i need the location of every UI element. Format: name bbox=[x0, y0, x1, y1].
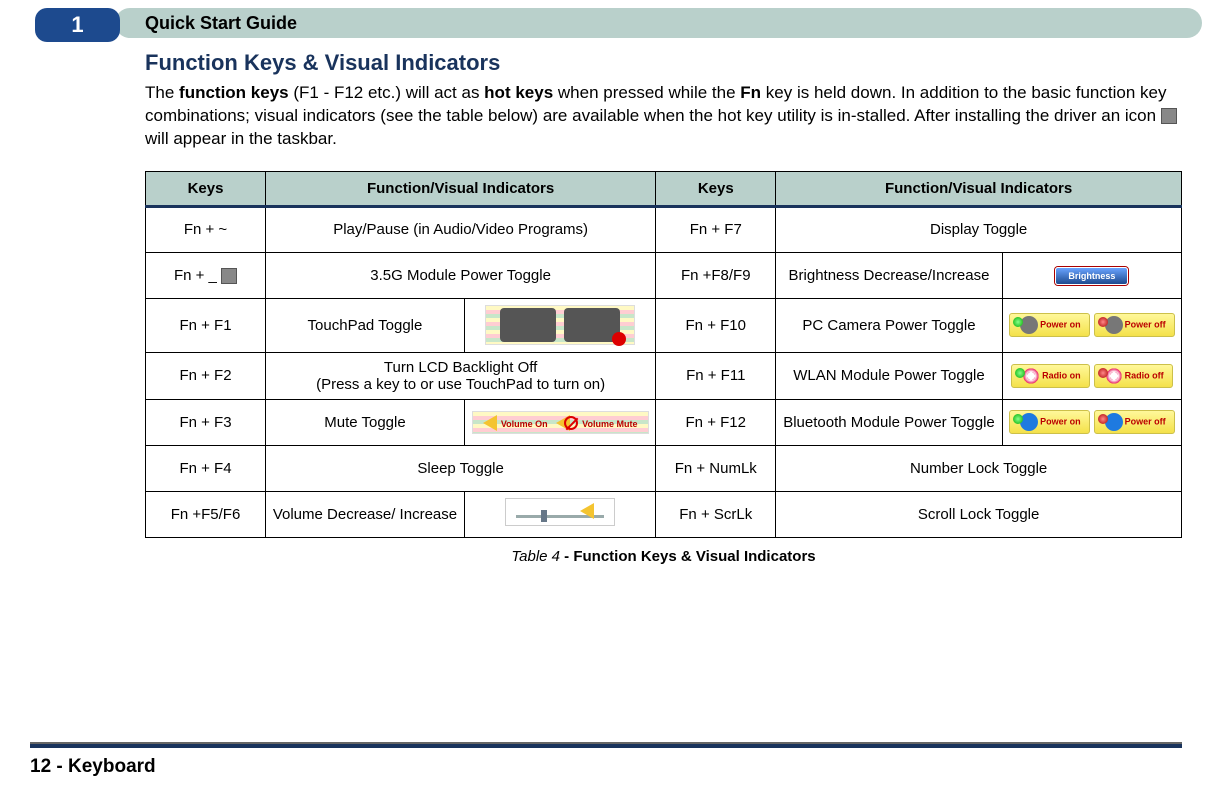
intro-bold3: Fn bbox=[740, 83, 761, 102]
page-header: 1 Quick Start Guide bbox=[0, 8, 1212, 42]
cell-keys: Fn + F12 bbox=[656, 399, 776, 445]
caption-label: Table 4 bbox=[511, 548, 560, 565]
cell-func: Bluetooth Module Power Toggle bbox=[776, 399, 1002, 445]
chapter-number: 1 bbox=[35, 8, 120, 42]
cell-func: WLAN Module Power Toggle bbox=[776, 352, 1002, 399]
content-area: Function Keys & Visual Indicators The fu… bbox=[0, 42, 1212, 565]
cell-keys: Fn + F2 bbox=[146, 352, 266, 399]
section-title: Function Keys & Visual Indicators bbox=[145, 50, 1182, 76]
intro-paragraph: The function keys (F1 - F12 etc.) will a… bbox=[145, 82, 1182, 151]
pill-label: Power off bbox=[1125, 417, 1166, 427]
cell-func: Brightness Decrease/Increase bbox=[776, 252, 1002, 298]
cell-func: Turn LCD Backlight Off (Press a key to o… bbox=[266, 352, 656, 399]
table-row: Fn + F2 Turn LCD Backlight Off (Press a … bbox=[146, 352, 1182, 399]
pill-label: Power on bbox=[1040, 320, 1081, 330]
wlan-indicator: Radio on Radio off bbox=[1011, 364, 1173, 388]
intro-bold2: hot keys bbox=[484, 83, 553, 102]
volume-on-icon: Volume On bbox=[483, 414, 548, 431]
cell-indicator: Power on Power off bbox=[1002, 298, 1181, 352]
table-row: Fn +F5/F6 Volume Decrease/ Increase Fn +… bbox=[146, 491, 1182, 537]
touchpad-on-icon bbox=[500, 308, 556, 342]
cell-keys: Fn + ~ bbox=[146, 206, 266, 252]
mute-indicator: Volume On Volume Mute bbox=[472, 411, 649, 434]
cell-func: Scroll Lock Toggle bbox=[776, 491, 1182, 537]
touchpad-indicator bbox=[485, 305, 635, 345]
function-keys-table: Keys Function/Visual Indicators Keys Fun… bbox=[145, 171, 1182, 538]
bt-on-pill: Power on bbox=[1009, 410, 1090, 434]
pill-label: Volume Mute bbox=[582, 419, 637, 429]
table-row: Fn + _ 3.5G Module Power Toggle Fn +F8/F… bbox=[146, 252, 1182, 298]
cell-keys: Fn +F5/F6 bbox=[146, 491, 266, 537]
cell-func: Volume Decrease/ Increase bbox=[266, 491, 465, 537]
header-pill: Quick Start Guide bbox=[115, 8, 1202, 38]
taskbar-icon bbox=[1161, 108, 1177, 124]
footer-rule bbox=[30, 742, 1182, 748]
th-func1: Function/Visual Indicators bbox=[266, 171, 656, 206]
cell-keys: Fn + F11 bbox=[656, 352, 776, 399]
cell-keys: Fn + F4 bbox=[146, 445, 266, 491]
bt-off-pill: Power off bbox=[1094, 410, 1175, 434]
pill-label: Power off bbox=[1125, 320, 1166, 330]
volume-slider-indicator bbox=[505, 498, 615, 526]
cell-indicator: Volume On Volume Mute bbox=[464, 399, 655, 445]
pill-label: Volume On bbox=[501, 419, 548, 429]
cell-keys: Fn + F1 bbox=[146, 298, 266, 352]
bluetooth-indicator: Power on Power off bbox=[1009, 410, 1175, 434]
pill-label: Radio on bbox=[1042, 370, 1081, 380]
intro-text: will appear in the taskbar. bbox=[145, 129, 337, 148]
intro-bold1: function keys bbox=[179, 83, 289, 102]
cell-indicator: Brightness bbox=[1002, 252, 1181, 298]
th-func2: Function/Visual Indicators bbox=[776, 171, 1182, 206]
table-caption: Table 4 - Function Keys & Visual Indicat… bbox=[145, 548, 1182, 565]
th-keys2: Keys bbox=[656, 171, 776, 206]
cell-func: Sleep Toggle bbox=[266, 445, 656, 491]
table-header-row: Keys Function/Visual Indicators Keys Fun… bbox=[146, 171, 1182, 206]
cell-keys: Fn + F10 bbox=[656, 298, 776, 352]
footer-text: 12 - Keyboard bbox=[30, 756, 156, 778]
cell-keys: Fn + NumLk bbox=[656, 445, 776, 491]
cell-func: Display Toggle bbox=[776, 206, 1182, 252]
caption-rest: - Function Keys & Visual Indicators bbox=[560, 548, 816, 565]
pill-label: Radio off bbox=[1125, 370, 1164, 380]
pill-label: Power on bbox=[1040, 417, 1081, 427]
cell-keys: Fn + F7 bbox=[656, 206, 776, 252]
th-keys1: Keys bbox=[146, 171, 266, 206]
cell-func: 3.5G Module Power Toggle bbox=[266, 252, 656, 298]
cell-indicator: Radio on Radio off bbox=[1002, 352, 1181, 399]
cell-text: Fn + _ bbox=[174, 267, 221, 284]
cell-func: TouchPad Toggle bbox=[266, 298, 465, 352]
power-on-pill: Power on bbox=[1009, 313, 1090, 337]
table-row: Fn + ~ Play/Pause (in Audio/Video Progra… bbox=[146, 206, 1182, 252]
intro-text: when pressed while the bbox=[553, 83, 740, 102]
table-row: Fn + F1 TouchPad Toggle Fn + F10 PC Came… bbox=[146, 298, 1182, 352]
cell-keys: Fn + F3 bbox=[146, 399, 266, 445]
touchpad-off-icon bbox=[564, 308, 620, 342]
volume-mute-icon: Volume Mute bbox=[556, 414, 638, 431]
cell-func: PC Camera Power Toggle bbox=[776, 298, 1002, 352]
table-row: Fn + F3 Mute Toggle Volume On Volume Mut… bbox=[146, 399, 1182, 445]
table-row: Fn + F4 Sleep Toggle Fn + NumLk Number L… bbox=[146, 445, 1182, 491]
radio-off-pill: Radio off bbox=[1094, 364, 1173, 388]
brightness-indicator: Brightness bbox=[1055, 267, 1128, 285]
cell-keys: Fn +F8/F9 bbox=[656, 252, 776, 298]
cell-indicator bbox=[464, 298, 655, 352]
intro-text: (F1 - F12 etc.) will act as bbox=[289, 83, 485, 102]
power-off-pill: Power off bbox=[1094, 313, 1175, 337]
camera-indicator: Power on Power off bbox=[1009, 313, 1175, 337]
cell-indicator bbox=[464, 491, 655, 537]
cell-func: Number Lock Toggle bbox=[776, 445, 1182, 491]
radio-on-pill: Radio on bbox=[1011, 364, 1090, 388]
cell-keys: Fn + _ bbox=[146, 252, 266, 298]
header-title: Quick Start Guide bbox=[145, 13, 297, 34]
cell-keys: Fn + ScrLk bbox=[656, 491, 776, 537]
key-icon bbox=[221, 268, 237, 284]
intro-text: The bbox=[145, 83, 179, 102]
cell-indicator: Power on Power off bbox=[1002, 399, 1181, 445]
cell-func: Play/Pause (in Audio/Video Programs) bbox=[266, 206, 656, 252]
cell-func: Mute Toggle bbox=[266, 399, 465, 445]
